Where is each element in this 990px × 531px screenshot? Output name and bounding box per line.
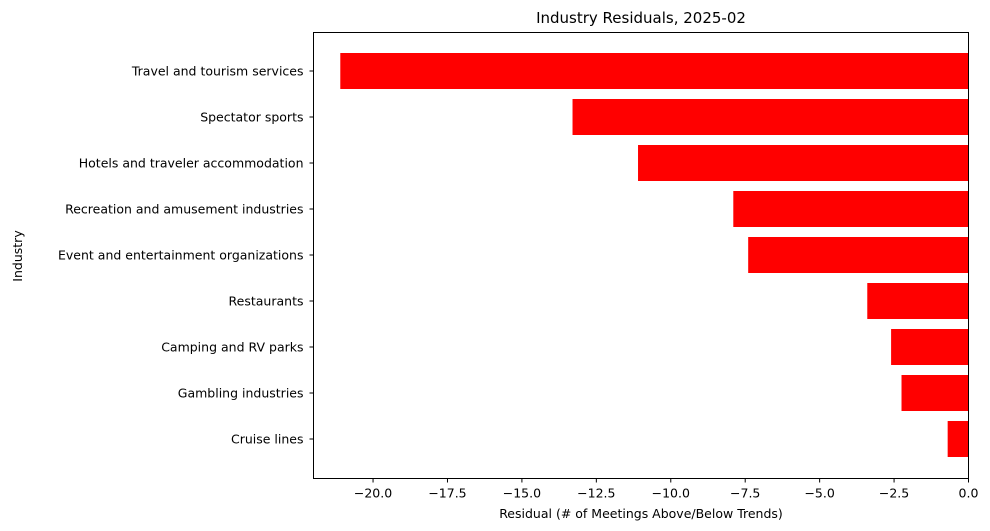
- bar: [748, 237, 969, 273]
- x-tick-label: −10.0: [652, 486, 690, 501]
- y-tick-label: Spectator sports: [200, 110, 303, 125]
- x-tick-label: −7.5: [730, 486, 760, 501]
- plot-frame: [313, 32, 969, 479]
- y-tick-labels: Travel and tourism services Spectator spo…: [58, 64, 314, 447]
- y-tick-label: Travel and tourism services: [131, 64, 304, 79]
- bar: [572, 99, 969, 135]
- y-tick-label: Event and entertainment organizations: [58, 248, 303, 263]
- bar: [638, 145, 969, 181]
- y-tick-label: Hotels and traveler accommodation: [79, 156, 304, 171]
- y-tick-label: Cruise lines: [231, 432, 304, 447]
- bar: [891, 329, 969, 365]
- x-tick-label: −15.0: [503, 486, 541, 501]
- y-tick-label: Recreation and amusement industries: [65, 202, 303, 217]
- y-tick-label: Camping and RV parks: [161, 340, 303, 355]
- x-tick-label: −20.0: [354, 486, 392, 501]
- bar: [340, 53, 969, 89]
- bars: [340, 53, 969, 457]
- y-tick-label: Gambling industries: [178, 386, 304, 401]
- x-tick-label: −12.5: [577, 486, 615, 501]
- bar: [947, 421, 969, 457]
- bar: [867, 283, 969, 319]
- chart-title: Industry Residuals, 2025-02: [536, 9, 746, 27]
- y-axis-label: Industry: [10, 230, 25, 282]
- x-tick-label: −5.0: [804, 486, 834, 501]
- x-tick-label: 0.0: [959, 486, 979, 501]
- x-ticks: −20.0 −17.5 −15.0 −12.5 −10.0 −7.5 −5.0 −2.5 0.0: [354, 478, 979, 501]
- x-tick-label: −17.5: [428, 486, 466, 501]
- y-tick-label: Restaurants: [229, 294, 304, 309]
- bar: [733, 191, 969, 227]
- bar: [901, 375, 969, 411]
- x-axis-label: Residual (# of Meetings Above/Below Tren…: [499, 506, 783, 521]
- x-tick-label: −2.5: [879, 486, 909, 501]
